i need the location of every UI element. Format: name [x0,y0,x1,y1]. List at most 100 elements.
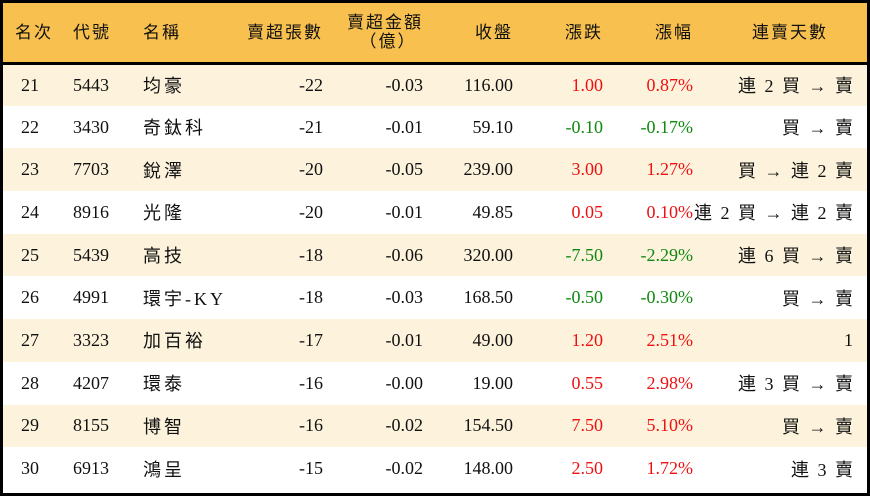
rank-cell: 29 [21,415,39,436]
rank-cell: 23 [21,159,39,180]
close-price-cell: 59.10 [472,116,514,137]
net-sell-lots-cell: -18 [299,287,323,308]
streak-cell: 連 2 買 → 連 2 賣 [694,203,855,224]
change-cell: 3.00 [571,159,604,180]
change-cell: -0.10 [565,116,604,137]
stock-code-cell[interactable]: 4207 [73,372,109,393]
net-sell-amount-cell: -0.02 [385,415,424,436]
stock-code-cell[interactable]: 6913 [73,458,109,479]
header-close[interactable]: 收盤 [423,3,513,65]
header-net-sell-lots[interactable]: 賣超張數 [238,3,323,65]
streak-cell: 連 2 買 → 賣 [738,76,855,97]
table-row[interactable]: 30 6913 鴻呈 -15 -0.02 148.00 2.50 1.72% 連… [3,447,867,490]
net-sell-lots-cell: -16 [299,415,323,436]
stock-code-cell[interactable]: 8155 [73,415,109,436]
header-streak[interactable]: 連賣天數 [693,3,867,65]
header-change[interactable]: 漲跌 [513,3,603,65]
net-sell-amount-cell: -0.03 [385,74,424,95]
change-pct-cell: -0.30% [640,287,694,308]
stock-code-cell[interactable]: 3430 [73,116,109,137]
change-cell: 0.55 [571,372,604,393]
stock-name-cell[interactable]: 加百裕 [143,331,206,352]
rank-cell: 21 [21,74,39,95]
change-cell: -7.50 [565,244,604,265]
streak-cell: 連 3 賣 [791,459,855,480]
streak-cell: 連 3 買 → 賣 [738,374,855,395]
table-row[interactable]: 23 7703 銳澤 -20 -0.05 239.00 3.00 1.27% 買… [3,148,867,192]
stock-code-cell[interactable]: 5439 [73,244,109,265]
streak-cell: 買 → 賣 [782,118,855,139]
change-cell: 0.05 [571,201,604,222]
table-row[interactable]: 28 4207 環泰 -16 -0.00 19.00 0.55 2.98% 連 … [3,361,867,405]
stock-code-cell[interactable]: 8916 [73,201,109,222]
rank-cell: 30 [21,458,39,479]
change-cell: 1.00 [571,74,604,95]
header-net-sell-amount-line1: 賣超金額 [347,13,423,33]
net-sell-ranking-table: 名次 代號 名稱 賣超張數 賣超金額 （億） 收盤 漲跌 漲幅 連賣天數 21 … [3,3,867,490]
rank-cell: 26 [21,287,39,308]
streak-cell: 買 → 連 2 賣 [738,160,855,181]
close-price-cell: 320.00 [463,244,514,265]
stock-name-cell[interactable]: 奇鈦科 [143,118,206,139]
net-sell-amount-cell: -0.06 [385,244,424,265]
rank-cell: 28 [21,372,39,393]
stock-name-cell[interactable]: 均豪 [143,76,185,97]
header-change-pct[interactable]: 漲幅 [603,3,693,65]
table-header-row: 名次 代號 名稱 賣超張數 賣超金額 （億） 收盤 漲跌 漲幅 連賣天數 [3,3,867,65]
net-sell-amount-cell: -0.02 [385,458,424,479]
rank-cell: 27 [21,329,39,350]
header-net-sell-amount[interactable]: 賣超金額 （億） [323,3,423,65]
change-pct-cell: 1.27% [646,159,694,180]
close-price-cell: 154.50 [463,415,514,436]
stock-code-cell[interactable]: 7703 [73,159,109,180]
stock-name-cell[interactable]: 環泰 [143,374,185,395]
net-sell-amount-cell: -0.05 [385,159,424,180]
stock-name-cell[interactable]: 博智 [143,416,185,437]
close-price-cell: 49.85 [472,201,514,222]
streak-cell: 買 → 賣 [782,288,855,309]
streak-cell: 買 → 賣 [782,416,855,437]
change-cell: 1.20 [571,329,604,350]
change-pct-cell: 0.87% [646,74,694,95]
net-sell-lots-cell: -20 [299,159,323,180]
close-price-cell: 148.00 [463,458,514,479]
close-price-cell: 49.00 [472,329,514,350]
header-net-sell-amount-unit: （億） [359,32,417,52]
net-sell-lots-cell: -22 [299,74,323,95]
stock-name-cell[interactable]: 光隆 [143,203,185,224]
stock-name-cell[interactable]: 銳澤 [143,160,185,181]
streak-cell: 連 6 買 → 賣 [738,246,855,267]
change-cell: -0.50 [565,287,604,308]
table-row[interactable]: 21 5443 均豪 -22 -0.03 116.00 1.00 0.87% 連… [3,63,867,106]
table-row[interactable]: 26 4991 環宇-KY -18 -0.03 168.50 -0.50 -0.… [3,276,867,320]
net-sell-lots-cell: -17 [299,329,323,350]
change-pct-cell: -0.17% [640,116,694,137]
table-row[interactable]: 24 8916 光隆 -20 -0.01 49.85 0.05 0.10% 連 … [3,191,867,234]
rank-cell: 22 [21,116,39,137]
table-row[interactable]: 29 8155 博智 -16 -0.02 154.50 7.50 5.10% 買… [3,404,867,448]
change-cell: 2.50 [571,458,604,479]
change-pct-cell: 0.10% [646,201,694,222]
table-row[interactable]: 27 3323 加百裕 -17 -0.01 49.00 1.20 2.51% 1 [3,319,867,362]
table-row[interactable]: 22 3430 奇鈦科 -21 -0.01 59.10 -0.10 -0.17%… [3,105,867,149]
header-name[interactable]: 名稱 [143,3,238,65]
rank-cell: 24 [21,201,39,222]
stock-code-cell[interactable]: 4991 [73,287,109,308]
header-rank[interactable]: 名次 [3,3,73,65]
net-sell-amount-cell: -0.01 [385,329,424,350]
net-sell-lots-cell: -18 [299,244,323,265]
net-sell-amount-cell: -0.00 [385,372,424,393]
stock-code-cell[interactable]: 3323 [73,329,109,350]
table-row[interactable]: 25 5439 高技 -18 -0.06 320.00 -7.50 -2.29%… [3,233,867,277]
close-price-cell: 116.00 [464,74,513,95]
net-sell-lots-cell: -21 [299,116,323,137]
net-sell-amount-cell: -0.01 [385,201,424,222]
change-cell: 7.50 [571,415,604,436]
change-pct-cell: 2.98% [646,372,694,393]
header-code[interactable]: 代號 [73,3,143,65]
stock-code-cell[interactable]: 5443 [73,74,109,95]
stock-name-cell[interactable]: 環宇-KY [143,288,226,309]
stock-name-cell[interactable]: 鴻呈 [143,459,185,480]
stock-name-cell[interactable]: 高技 [143,246,185,267]
